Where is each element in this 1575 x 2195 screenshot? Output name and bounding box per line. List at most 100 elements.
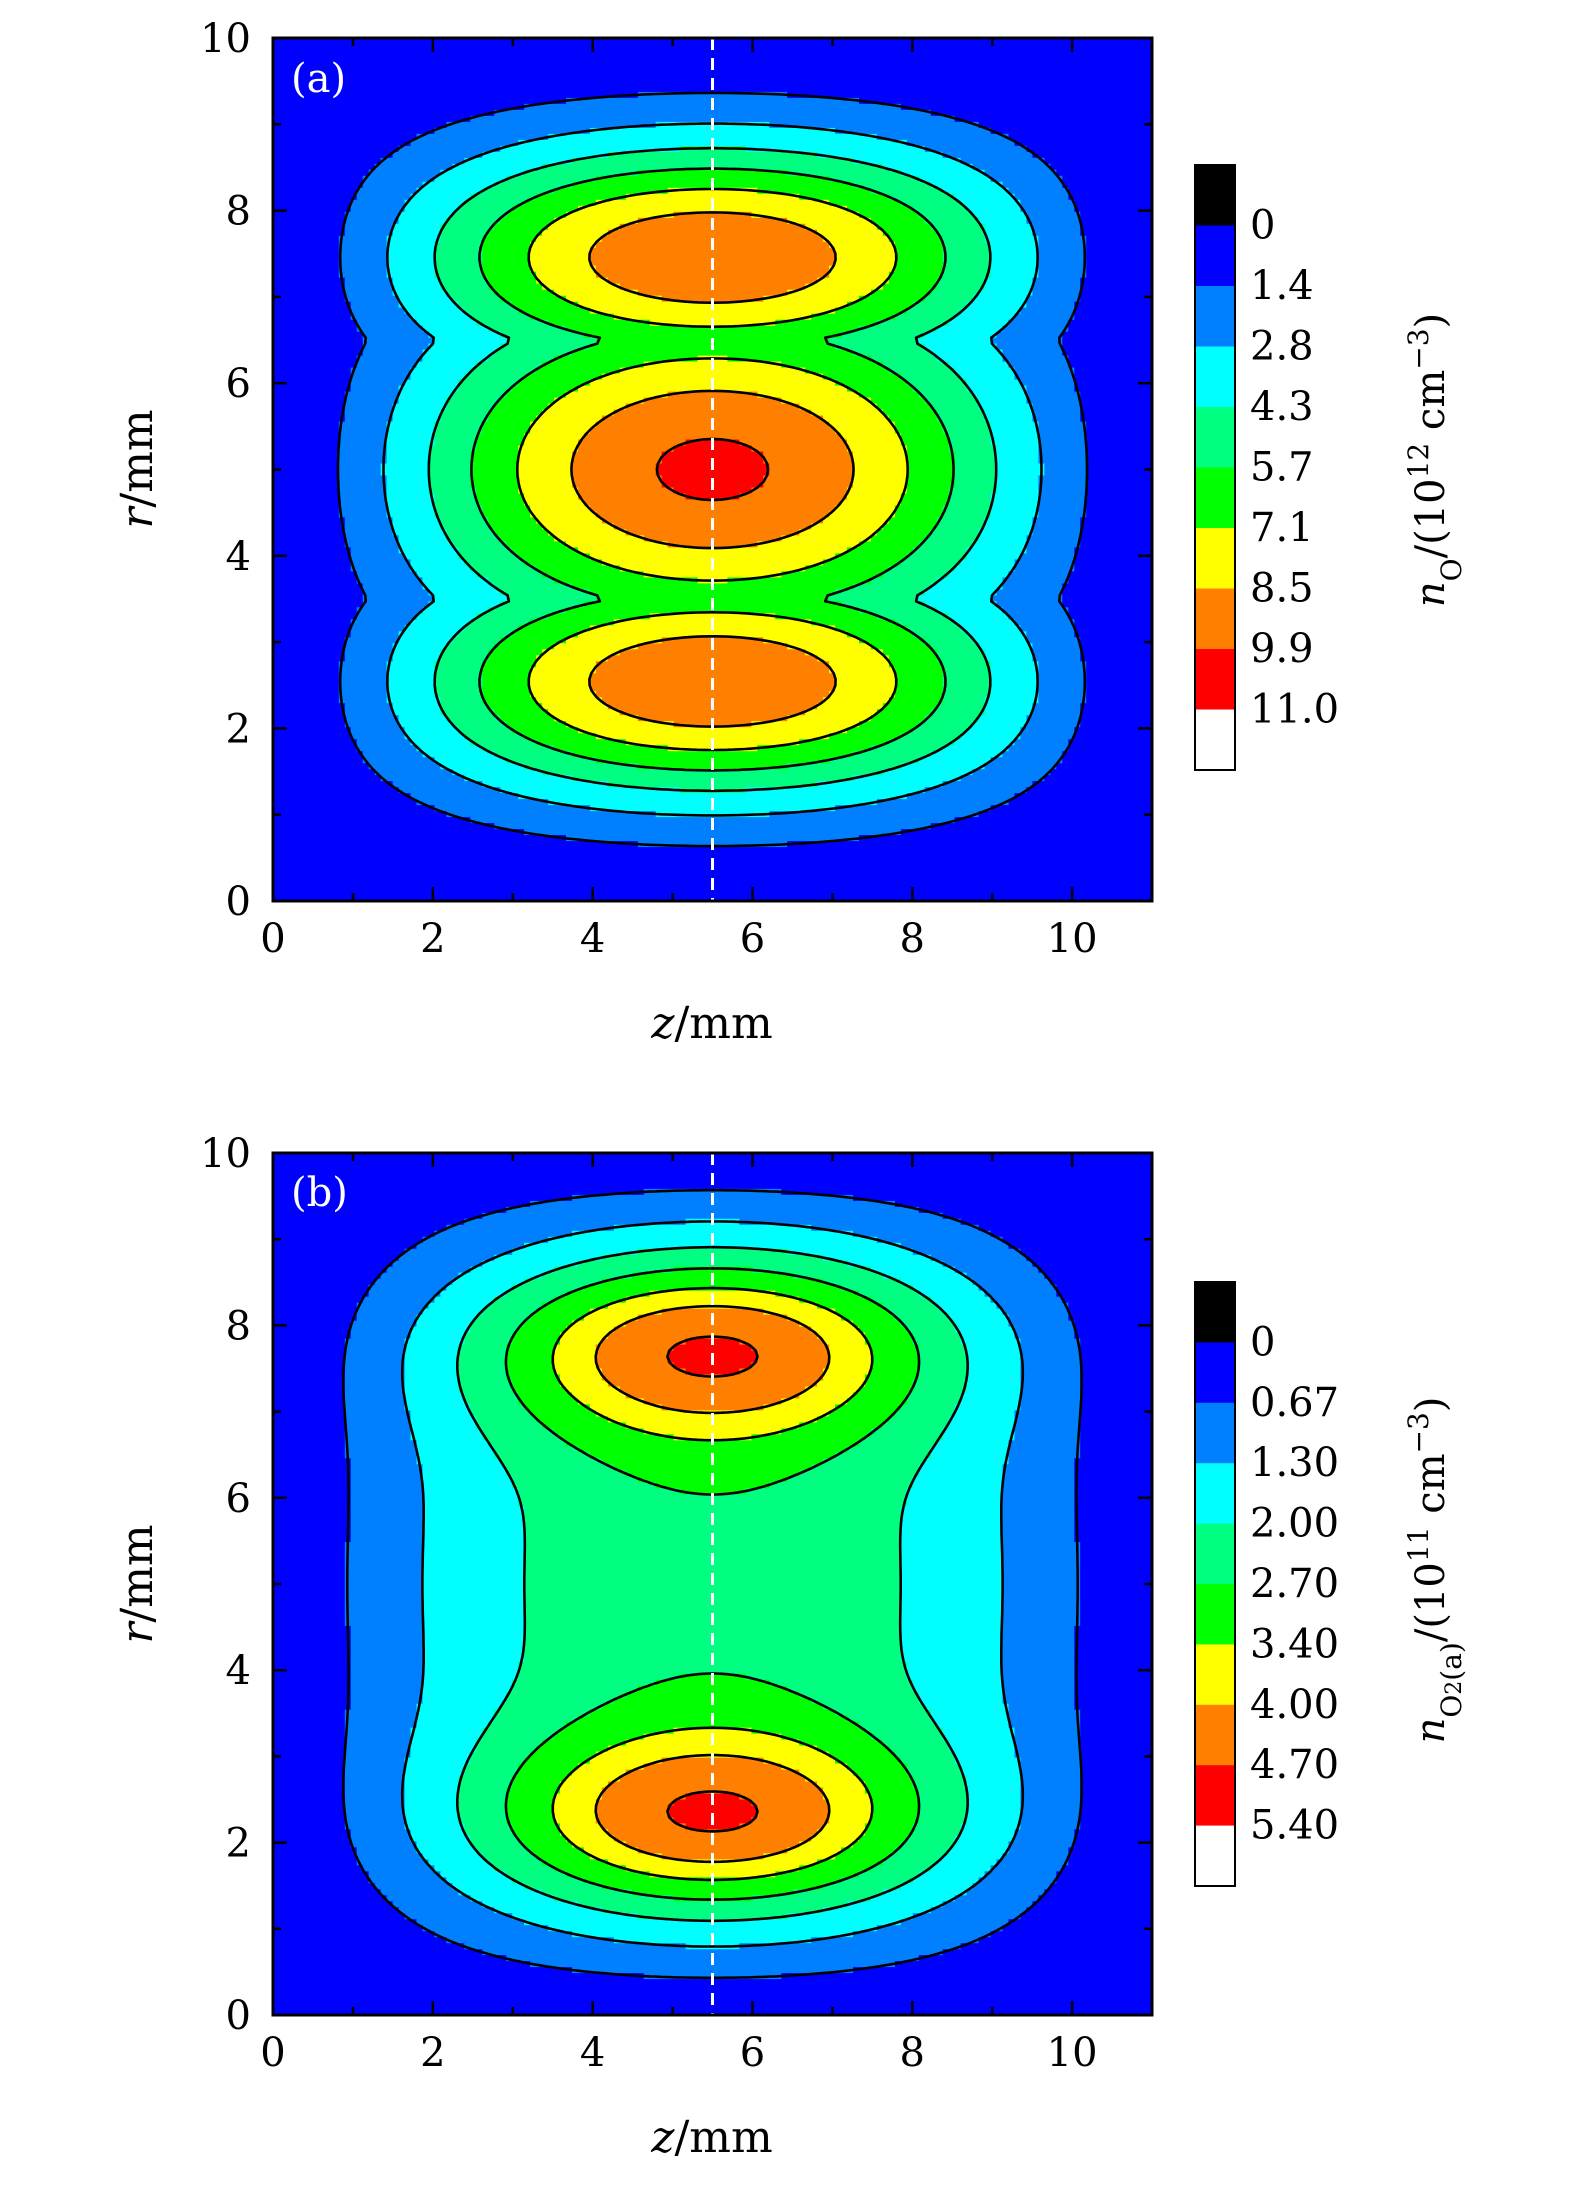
- contour-band-cell: [273, 2009, 1152, 2015]
- contour-band-cell: [422, 355, 489, 363]
- contour-band-cell: [984, 169, 1057, 177]
- contour-band-cell: [751, 211, 860, 219]
- contour-band-cell: [273, 1973, 645, 1980]
- contour-band-cell: [787, 715, 872, 722]
- contour-band-cell: [392, 289, 447, 297]
- contour-band-cell: [273, 1613, 346, 1621]
- contour-band-cell: [1074, 559, 1152, 566]
- contour-band-cell: [482, 253, 531, 261]
- contour-band-cell: [882, 163, 974, 171]
- contour-band-cell: [906, 139, 1015, 147]
- contour-band-cell: [518, 1326, 567, 1334]
- contour-band-cell: [960, 307, 1022, 315]
- contour-band-cell: [727, 577, 872, 584]
- y-axis-label-a: r/mm: [112, 409, 163, 528]
- contour-band-cell: [1008, 1847, 1069, 1854]
- contour-band-cell: [273, 1679, 352, 1687]
- contour-band-cell: [368, 1290, 442, 1298]
- contour-band-cell: [566, 541, 669, 548]
- contour-band-cell: [422, 1464, 507, 1471]
- contour-band-cell: [344, 1362, 406, 1370]
- contour-band-cell: [386, 457, 430, 465]
- contour-band-cell: [434, 241, 483, 249]
- contour-band-cell: [847, 487, 908, 495]
- contour-band-cell: [1074, 565, 1152, 572]
- contour-band-cell: [458, 385, 513, 393]
- contour-band-cell: [344, 1715, 418, 1723]
- contour-band-cell: [273, 1476, 352, 1483]
- contour-band-cell: [273, 613, 358, 620]
- contour-band-cell: [1074, 1476, 1152, 1483]
- contour-band-cell: [595, 691, 830, 698]
- contour-band-cell: [512, 1380, 561, 1388]
- contour-band-cell: [888, 1853, 944, 1860]
- contour-band-cell: [823, 1883, 902, 1890]
- contour-band-cell: [273, 1931, 435, 1938]
- contour-band-cell: [978, 217, 1027, 225]
- y-tick-label: 10: [200, 16, 251, 62]
- contour-band-cell: [817, 655, 890, 662]
- contour-band-cell: [990, 1865, 1063, 1872]
- contour-band-cell: [273, 631, 352, 638]
- contour-band-cell: [1086, 481, 1152, 489]
- contour-band-cell: [488, 517, 537, 524]
- contour-band-cell: [482, 1428, 555, 1435]
- contour-band-cell: [781, 1733, 872, 1741]
- contour-band-cell: [811, 619, 896, 626]
- contour-band-cell: [273, 1829, 352, 1836]
- contour-band-cell: [488, 703, 543, 710]
- contour-band-cell: [273, 1224, 447, 1232]
- contour-band-cell: [476, 1739, 543, 1747]
- contour-band-cell: [350, 1536, 424, 1543]
- x-axis-label-a: z/mm: [650, 998, 772, 1049]
- contour-band-cell: [745, 787, 926, 794]
- contour-band-cell: [398, 391, 453, 399]
- contour-band-cell: [524, 1542, 902, 1549]
- contour-band-cell: [583, 1314, 639, 1322]
- contour-band-cell: [440, 703, 489, 710]
- y-axis-label-b: r/mm: [112, 1524, 163, 1643]
- contour-band-cell: [613, 409, 812, 417]
- contour-band-cell: [350, 1470, 424, 1477]
- contour-band-cell: [1026, 217, 1081, 225]
- contour-band-cell: [416, 187, 483, 195]
- contour-band-cell: [440, 169, 525, 177]
- contour-band-cell: [841, 1847, 896, 1854]
- contour-band-cell: [392, 1260, 483, 1268]
- contour-band-cell: [1068, 577, 1152, 584]
- contour-band-cell: [524, 1625, 902, 1633]
- contour-band-cell: [1074, 199, 1152, 207]
- contour-band-cell: [464, 1338, 513, 1346]
- contour-band-cell: [1002, 577, 1069, 584]
- contour-band-cell: [273, 1799, 346, 1807]
- contour-band-cell: [434, 439, 477, 447]
- contour-band-cell: [876, 1925, 1004, 1932]
- contour-band-cell: [1032, 523, 1081, 530]
- contour-band-cell: [273, 217, 346, 225]
- contour-band-cell: [984, 283, 1033, 291]
- contour-band-cell: [350, 1655, 424, 1663]
- contour-band-cell: [344, 1386, 406, 1394]
- contour-band-cell: [344, 1452, 418, 1459]
- contour-band-cell: [446, 121, 657, 129]
- contour-band-cell: [1020, 727, 1075, 734]
- contour-band-cell: [954, 193, 1016, 201]
- contour-band-cell: [273, 1500, 352, 1507]
- contour-band-cell: [572, 1320, 627, 1328]
- contour-band-cell: [835, 1452, 932, 1459]
- contour-band-cell: [482, 511, 531, 519]
- contour-band-cell: [1068, 739, 1152, 746]
- contour-band-cell: [404, 205, 459, 213]
- contour-band-cell: [829, 199, 902, 207]
- contour-band-cell: [823, 1368, 872, 1376]
- contour-band-cell: [1068, 571, 1152, 578]
- contour-band-cell: [942, 1212, 1152, 1220]
- contour-band-cell: [536, 565, 621, 572]
- contour-band-cell: [1068, 613, 1152, 620]
- contour-band-cell: [434, 247, 483, 255]
- contour-band-cell: [494, 181, 573, 189]
- contour-band-cell: [930, 109, 1152, 117]
- contour-band-cell: [888, 193, 956, 201]
- contour-band-cell: [1008, 1458, 1075, 1465]
